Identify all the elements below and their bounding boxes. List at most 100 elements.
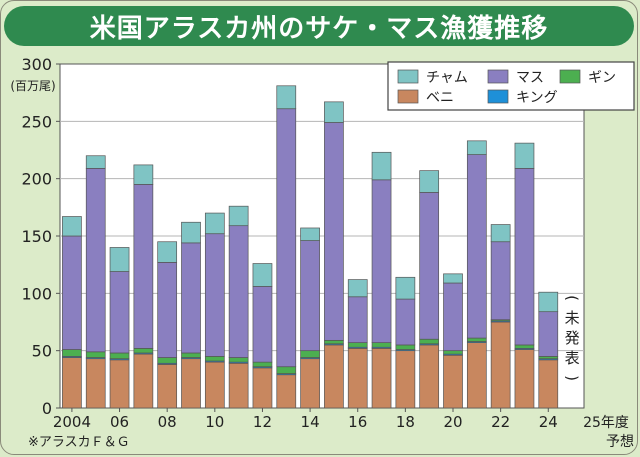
legend-label: チャム: [426, 70, 468, 86]
x-tick-label: 10: [205, 413, 224, 431]
bar-segment: [443, 273, 463, 284]
y-tick-label-0: 0: [42, 399, 52, 418]
bar-segment: [133, 184, 154, 349]
bar-segment: [347, 348, 368, 409]
bar-segment: [514, 142, 535, 169]
bar-segment: [228, 225, 249, 358]
bar-segment: [276, 374, 297, 409]
y-tick-label-250: 250: [21, 112, 52, 131]
bar-segment: [347, 342, 368, 348]
bar-segment: [85, 167, 106, 353]
bar-segment: [133, 348, 154, 354]
bar-segment: [300, 240, 320, 352]
bar-segment: [181, 242, 201, 354]
x-tick-label: 2004: [53, 413, 91, 431]
legend-swatch: [397, 69, 419, 84]
forecast-sublabel: 予想: [606, 434, 634, 450]
bar-segment: [395, 350, 416, 409]
source-note: ※アラスカＦ＆Ｇ: [28, 435, 130, 450]
bar-segment: [419, 338, 440, 345]
bar-segment: [276, 108, 297, 368]
bar-segment: [324, 122, 344, 341]
bar-segment: [300, 358, 320, 409]
bar-segment: [395, 344, 416, 350]
bar-segment: [490, 241, 511, 321]
x-tick-label: 08: [158, 413, 177, 431]
x-tick-label: 12: [253, 413, 272, 431]
bar-segment: [228, 362, 249, 409]
y-tick-label-300: 300: [21, 55, 52, 74]
bar-segment: [395, 276, 416, 300]
bar-segment: [347, 296, 368, 343]
bar-segment: [157, 357, 178, 364]
x-tick-label: 22: [491, 413, 510, 431]
forecast-label: 25年度: [583, 415, 629, 431]
bar-segment: [514, 344, 535, 349]
bar-segment: [419, 170, 440, 193]
bar-segment: [276, 85, 297, 110]
y-axis-label: (百万尾): [10, 79, 55, 93]
bar-segment: [466, 154, 487, 339]
bar-segment: [204, 212, 225, 235]
bar-segment: [204, 361, 225, 409]
bar-segment: [252, 263, 273, 287]
pending-label-char: 表: [565, 349, 580, 367]
pending-label-char: ): [563, 375, 581, 381]
bar-segment: [252, 367, 273, 409]
x-tick-label: 14: [301, 413, 320, 431]
legend-label: キング: [516, 90, 558, 106]
bar-segment: [466, 337, 487, 342]
bar-segment: [252, 286, 273, 363]
bar-segment: [443, 354, 463, 409]
bar-segment: [538, 291, 559, 313]
bar-segment: [85, 351, 106, 358]
bar-segment: [324, 339, 344, 345]
x-tick-label: 24: [539, 413, 558, 431]
legend-label: マス: [516, 70, 544, 86]
y-tick-label-200: 200: [21, 170, 52, 189]
bar-segment: [85, 155, 106, 169]
pending-label-char: 未: [565, 309, 580, 327]
bar-segment: [109, 247, 130, 272]
bar-segment: [157, 262, 178, 358]
bar-segment: [514, 167, 535, 346]
x-tick-label: 20: [443, 413, 462, 431]
y-tick-label-150: 150: [21, 227, 52, 246]
bar-segment: [181, 358, 201, 409]
bar-segment: [133, 353, 154, 409]
legend-swatch: [559, 69, 581, 84]
bar-segment: [324, 344, 344, 409]
bar-segment: [300, 227, 320, 241]
bar-segment: [133, 164, 154, 185]
bar-segment: [490, 321, 511, 409]
bar-segment: [62, 235, 82, 350]
bar-segment: [371, 151, 392, 181]
bar-segment: [490, 224, 511, 243]
bar-segment: [276, 366, 297, 374]
legend-swatch: [397, 89, 419, 104]
bar-segment: [466, 342, 487, 409]
chart-title: 米国アラスカ州のサケ・マス漁獲推移: [4, 6, 634, 46]
bar-segment: [62, 349, 82, 357]
bar-segment: [347, 279, 368, 298]
bar-segment: [538, 359, 559, 409]
bar-segment: [300, 350, 320, 358]
bar-segment: [62, 357, 82, 409]
bar-segment: [419, 344, 440, 409]
legend-swatch: [487, 89, 509, 104]
legend-box: [387, 61, 635, 111]
bar-segment: [443, 350, 463, 355]
bar-segment: [62, 216, 82, 237]
bar-segment: [228, 357, 249, 363]
bar-segment: [443, 282, 463, 352]
bar-segment: [181, 352, 201, 358]
y-tick-label-100: 100: [21, 284, 52, 303]
bar-segment: [371, 179, 392, 343]
bar-segment: [109, 359, 130, 409]
bar-segment: [371, 348, 392, 409]
pending-label-char: 発: [565, 329, 580, 347]
bar-segment: [395, 298, 416, 346]
x-tick-label: 18: [396, 413, 415, 431]
bar-segment: [109, 271, 130, 354]
